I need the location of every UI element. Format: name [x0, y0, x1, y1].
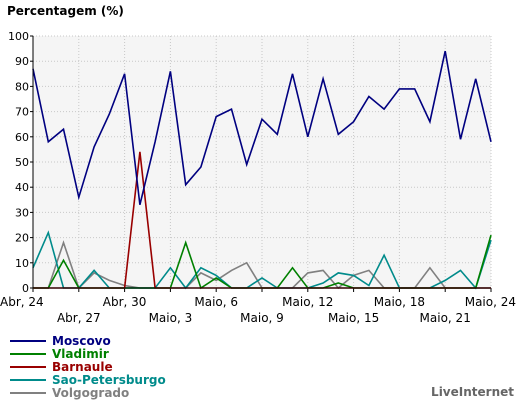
y-tick-label: 60	[15, 131, 29, 144]
y-tick-label: 0	[22, 282, 29, 295]
legend-swatch	[10, 339, 46, 342]
legend-swatch	[10, 378, 46, 381]
x-tick-label: Maio, 3	[149, 311, 193, 325]
y-tick-label: 70	[15, 106, 29, 119]
x-tick-label: Abr, 24	[0, 295, 44, 309]
legend-swatch	[10, 352, 46, 355]
x-tick-label: Maio, 24	[465, 295, 516, 309]
x-tick-label: Maio, 15	[328, 311, 379, 325]
y-tick-label: 50	[15, 156, 29, 169]
legend-item: Vladimir	[10, 346, 166, 361]
y-tick-label: 10	[15, 257, 29, 270]
x-tick-label: Maio, 6	[194, 295, 238, 309]
legend-label: Sao-Petersburgo	[52, 372, 166, 387]
legend-item: Volgogrado	[10, 385, 166, 400]
x-tick-label: Abr, 30	[103, 295, 147, 309]
y-tick-label: 40	[15, 181, 29, 194]
legend-item: Barnaule	[10, 359, 166, 374]
y-tick-label: 20	[15, 232, 29, 245]
y-tick-label: 80	[15, 80, 29, 93]
y-tick-label: 100	[8, 30, 29, 43]
legend-item: Moscovo	[10, 333, 166, 348]
x-tick-label: Abr, 27	[57, 311, 101, 325]
credit-label: LiveInternet	[431, 385, 514, 399]
x-tick-label: Maio, 18	[374, 295, 425, 309]
legend-label: Moscovo	[52, 333, 111, 348]
legend-label: Barnaule	[52, 359, 113, 374]
series-line-moscovo	[32, 50, 492, 205]
y-tick-label: 90	[15, 55, 29, 68]
legend-swatch	[10, 365, 46, 368]
axes-frame	[32, 36, 491, 289]
x-tick-label: Maio, 21	[420, 311, 471, 325]
legend-label: Vladimir	[52, 346, 109, 361]
x-tick-label: Maio, 12	[282, 295, 333, 309]
y-axis: 0 10 20 30 40 50 60 70 80 90 100	[8, 30, 33, 295]
legend: Moscovo Vladimir Barnaule Sao-Petersburgo Vo…	[10, 333, 166, 400]
legend-swatch	[10, 391, 46, 394]
legend-label: Volgogrado	[52, 385, 130, 400]
legend-item: Sao-Petersburgo	[10, 372, 166, 387]
chart-title: Percentagem (%)	[7, 4, 124, 18]
y-tick-label: 30	[15, 206, 29, 219]
x-tick-label: Maio, 9	[240, 311, 284, 325]
